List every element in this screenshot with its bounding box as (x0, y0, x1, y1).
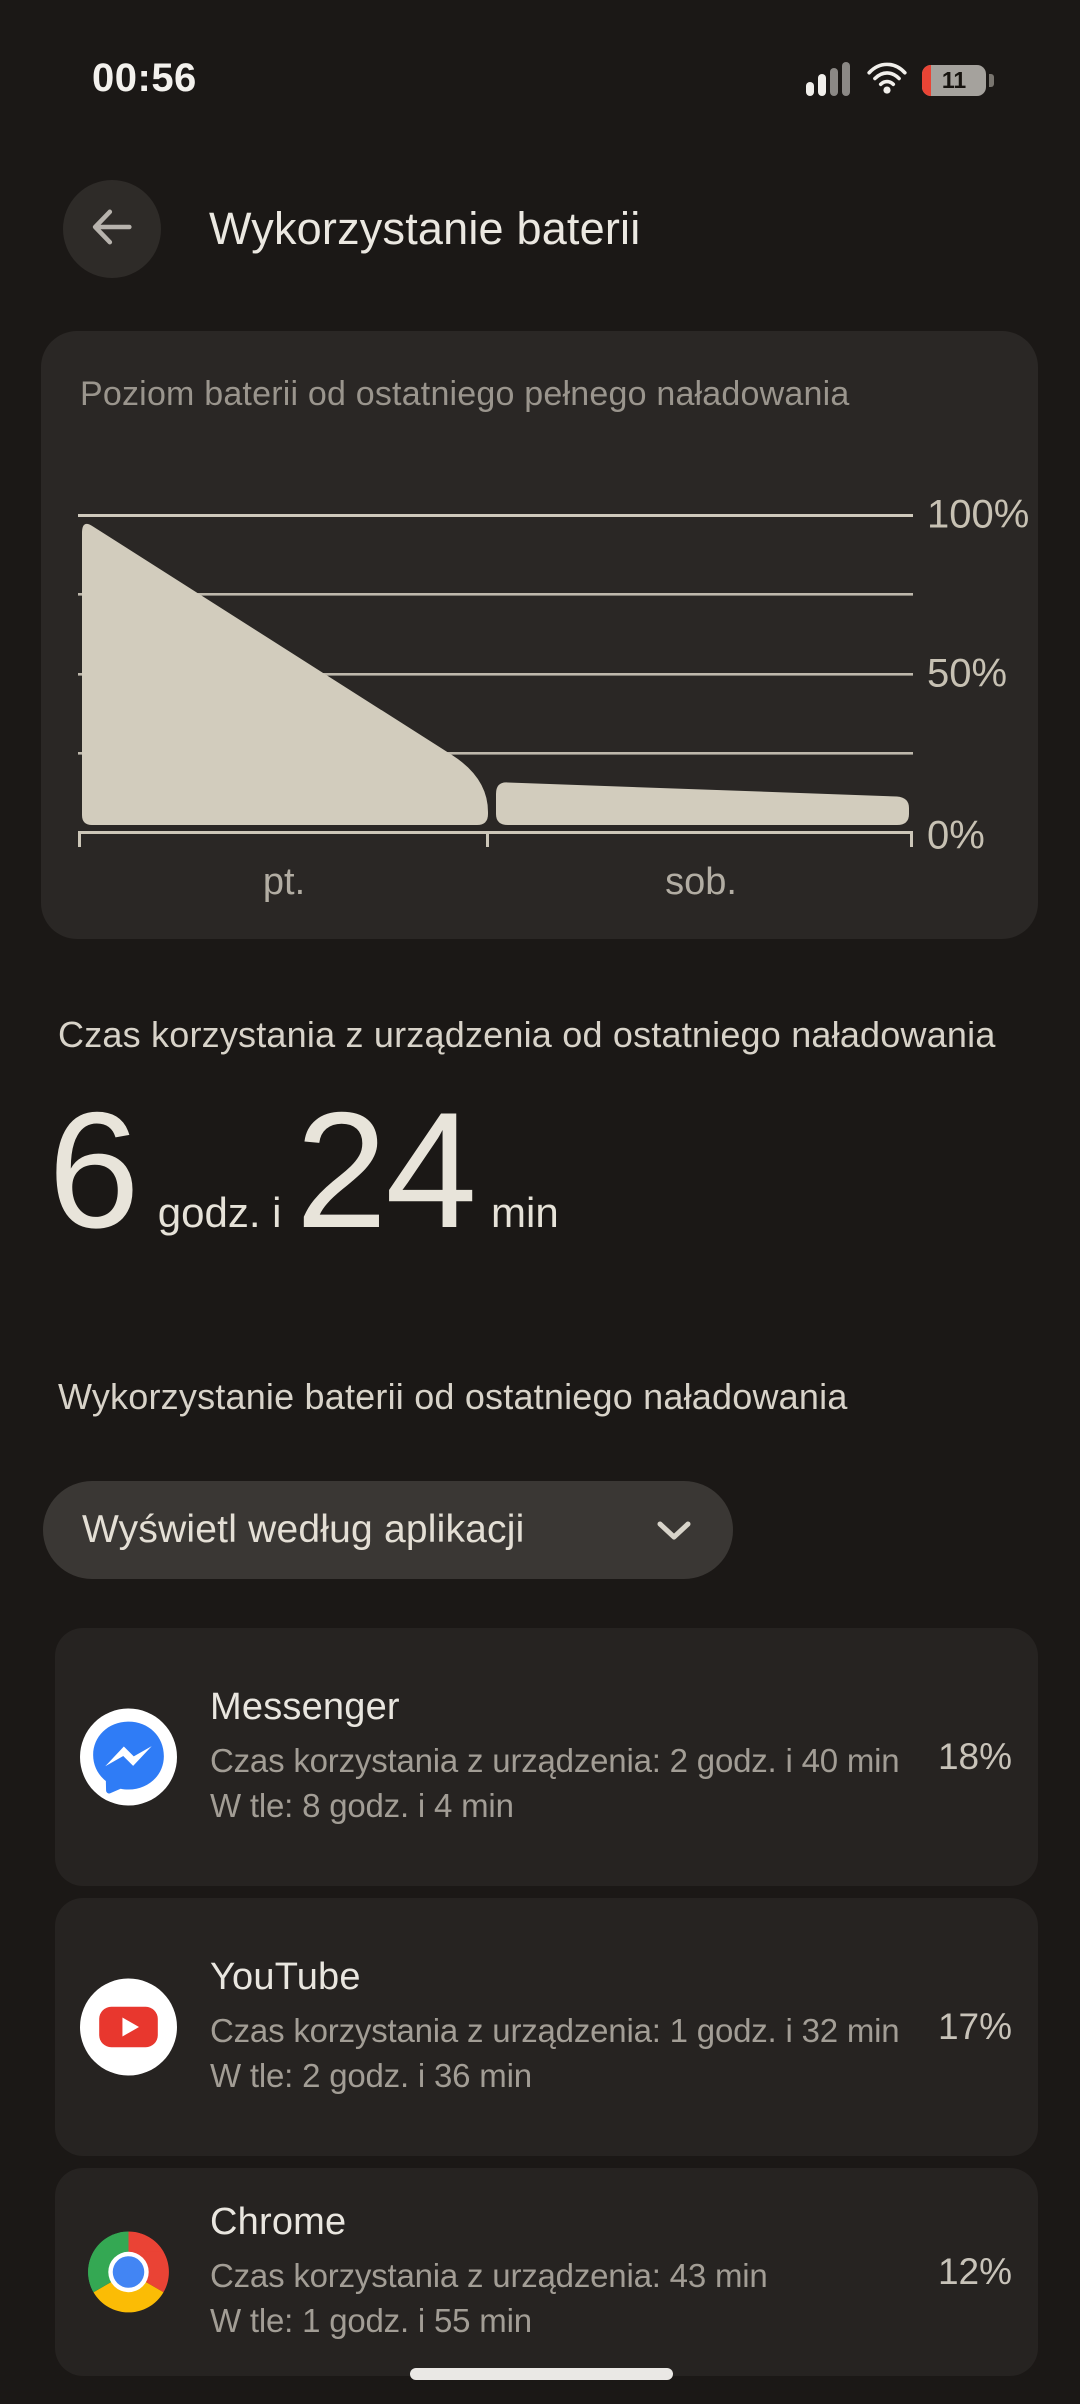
app-text-block: Chrome Czas korzystania z urządzenia: 43… (210, 2201, 922, 2343)
youtube-icon (80, 1978, 177, 2076)
messenger-icon (80, 1708, 177, 1806)
dropdown-label: Wyświetl według aplikacji (82, 1508, 525, 1551)
app-usage-time: Czas korzystania z urządzenia: 1 godz. i… (210, 2012, 900, 2049)
x-axis-label-friday: pt. (262, 861, 306, 903)
app-text-block: YouTube Czas korzystania z urządzenia: 1… (210, 1956, 922, 2098)
chevron-down-icon (656, 1520, 692, 1547)
screen-time-hours: 6 (48, 1078, 140, 1262)
app-name: Chrome (210, 2201, 347, 2243)
app-name: YouTube (210, 1956, 361, 1998)
battery-history-chart (78, 514, 913, 847)
view-by-app-dropdown[interactable]: Wyświetl według aplikacji (43, 1481, 733, 1579)
wifi-icon (866, 61, 908, 100)
y-axis-label-50: 50% (927, 651, 1008, 696)
screen-time-value: 6 godz. i 24 min (48, 1088, 559, 1253)
battery-nub (989, 74, 994, 87)
app-background-time: W tle: 8 godz. i 4 min (210, 1787, 514, 1824)
app-text-block: Messenger Czas korzystania z urządzenia:… (210, 1686, 922, 1828)
battery-icon: 11 (922, 65, 986, 96)
gesture-navigation-handle[interactable] (410, 2368, 673, 2380)
app-battery-percent: 12% (937, 2251, 1012, 2292)
app-row-youtube[interactable]: YouTube Czas korzystania z urządzenia: 1… (55, 1898, 1038, 2156)
back-button[interactable] (63, 180, 161, 278)
battery-level-fill (922, 65, 931, 96)
screen-time-minutes: 24 (295, 1078, 478, 1262)
screen-time-heading: Czas korzystania z urządzenia od ostatni… (58, 1014, 996, 1055)
clock: 00:56 (92, 56, 197, 100)
x-axis-label-saturday: sob. (665, 861, 737, 903)
screen-time-minutes-unit: min (491, 1189, 559, 1236)
usage-section-heading: Wykorzystanie baterii od ostatniego nała… (58, 1376, 848, 1417)
signal-strength-icon (806, 60, 852, 101)
screen-time-hours-unit: godz. i (157, 1189, 282, 1236)
page-title: Wykorzystanie baterii (209, 203, 641, 254)
app-usage-time: Czas korzystania z urządzenia: 43 min (210, 2257, 768, 2294)
app-background-time: W tle: 1 godz. i 55 min (210, 2302, 532, 2339)
y-axis-label-0: 0% (927, 813, 985, 858)
app-battery-percent: 17% (937, 2006, 1012, 2047)
chrome-icon (80, 2224, 177, 2321)
status-icons: 11 (806, 60, 994, 101)
battery-level-chart-card: Poziom baterii od ostatniego pełnego nał… (41, 331, 1038, 939)
app-background-time: W tle: 2 godz. i 36 min (210, 2057, 532, 2094)
app-usage-time: Czas korzystania z urządzenia: 2 godz. i… (210, 1742, 900, 1779)
app-row-chrome[interactable]: Chrome Czas korzystania z urządzenia: 43… (55, 2168, 1038, 2376)
app-row-messenger[interactable]: Messenger Czas korzystania z urządzenia:… (55, 1628, 1038, 1886)
back-arrow-icon (86, 201, 138, 258)
y-axis-label-100: 100% (927, 492, 1030, 537)
battery-percent-text: 11 (941, 67, 967, 93)
chart-title: Poziom baterii od ostatniego pełnego nał… (80, 375, 850, 413)
app-name: Messenger (210, 1686, 400, 1728)
status-bar: 00:56 11 (0, 0, 1080, 112)
app-battery-percent: 18% (937, 1736, 1012, 1777)
